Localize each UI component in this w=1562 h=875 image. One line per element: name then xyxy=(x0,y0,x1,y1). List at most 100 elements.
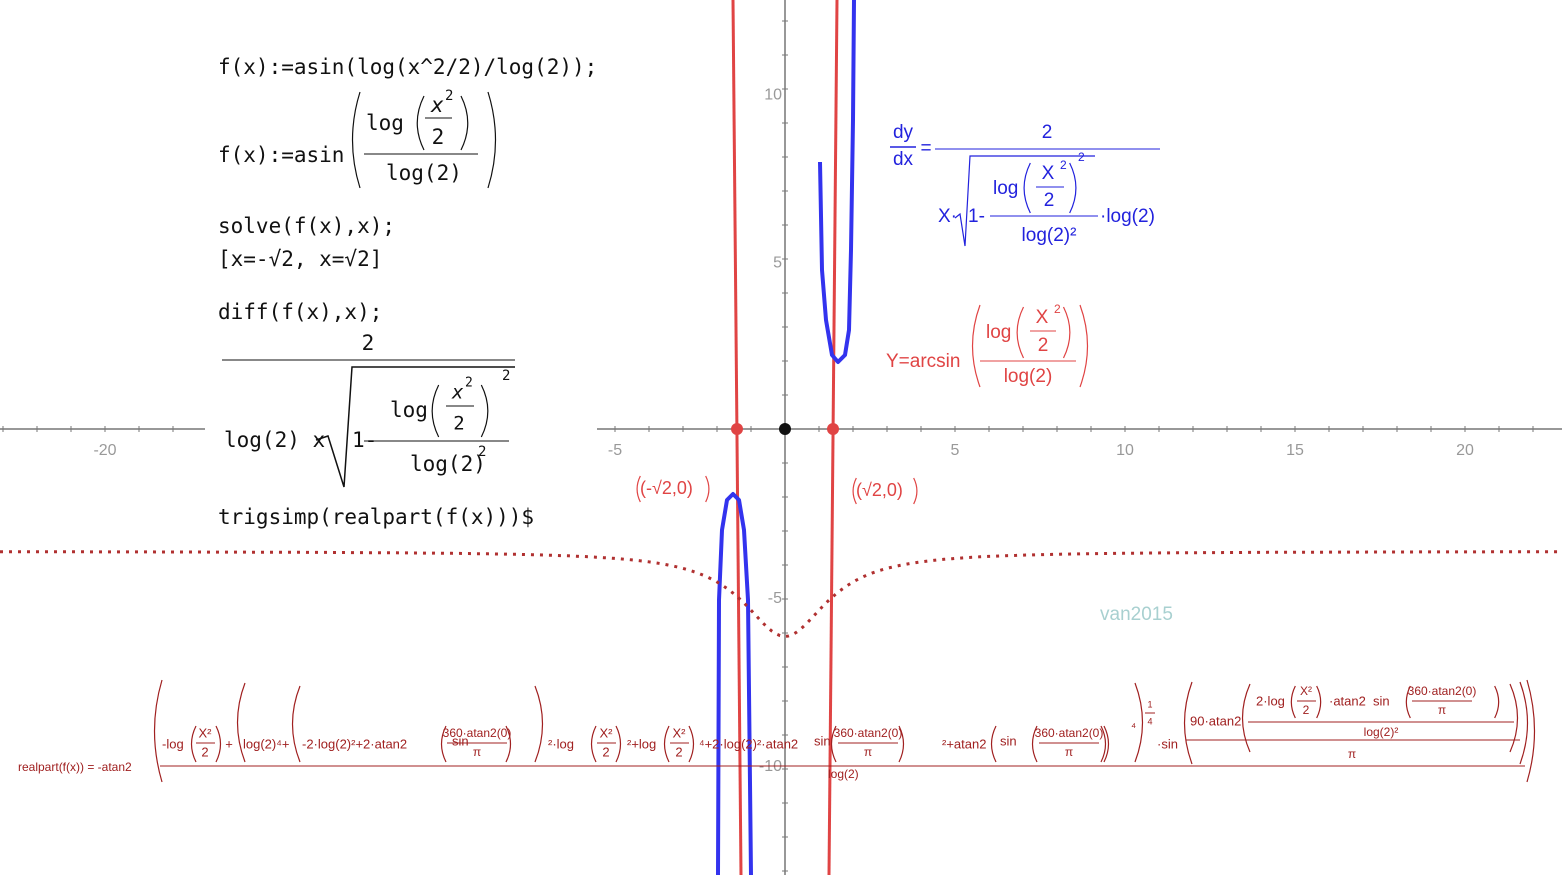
parenthesis xyxy=(505,725,512,763)
parenthesis xyxy=(291,685,301,763)
derivative-text: 1- xyxy=(968,206,985,227)
parenthesis xyxy=(1134,682,1144,763)
console-text: 1- xyxy=(352,428,377,452)
parenthesis xyxy=(1031,725,1038,763)
realpart-formula-text: sin xyxy=(1373,693,1390,708)
derivative-text: = xyxy=(920,138,931,159)
realpart-formula-text: log(2)² xyxy=(1364,725,1399,739)
parenthesis xyxy=(1316,685,1322,719)
function-label-text: 2 xyxy=(1038,335,1049,356)
console-text: 2 xyxy=(502,368,510,384)
realpart-formula-text: log(2)⁴+ xyxy=(243,736,289,751)
parenthesis xyxy=(615,725,622,763)
point-label: (√2,0) xyxy=(856,480,903,500)
derivative-text: 2 xyxy=(1044,190,1055,211)
parenthesis xyxy=(487,91,497,189)
x-tick-label: 15 xyxy=(1286,442,1304,459)
red-curve xyxy=(731,0,743,875)
parenthesis xyxy=(190,725,197,763)
x-tick-label: -5 xyxy=(608,442,622,459)
radical xyxy=(954,155,1095,247)
parenthesis xyxy=(1241,683,1251,753)
realpart-formula-text: 360·atan2(0) xyxy=(1035,726,1104,740)
function-label-text: log(2) xyxy=(1004,366,1053,387)
realpart-formula-text: realpart(f(x)) = -atan2 xyxy=(18,760,132,774)
realpart-formula-text: 360·atan2(0) xyxy=(834,726,903,740)
point-label: (-√2,0) xyxy=(640,478,693,498)
console-text: solve(f(x),x); xyxy=(218,214,395,238)
console-text: f(x):=asin xyxy=(218,143,344,167)
derivative-text: ·log(2) xyxy=(1100,206,1155,227)
function-label-text: Y=arcsin xyxy=(886,351,960,372)
realpart-formula-text: ²+atan2 xyxy=(942,736,986,751)
realpart-formula-text: log(2) xyxy=(828,767,859,781)
console-text: 2 xyxy=(465,376,473,391)
parenthesis xyxy=(971,304,981,388)
parenthesis xyxy=(705,475,710,503)
realpart-formula-text: sin xyxy=(814,733,831,748)
derivative-text: dx xyxy=(893,149,914,170)
point xyxy=(779,423,791,435)
function-label-text: 2 xyxy=(1054,302,1061,316)
derivative-text: X· xyxy=(938,206,957,227)
realpart-formula-text: ⁴ xyxy=(1131,720,1136,734)
parenthesis xyxy=(590,725,597,763)
derivative-text: X xyxy=(1042,163,1055,184)
console-text: log(2) xyxy=(386,161,462,185)
x-tick-label: -20 xyxy=(93,442,116,459)
point xyxy=(827,423,839,435)
parenthesis xyxy=(1023,162,1031,214)
parenthesis xyxy=(1519,681,1529,765)
realpart-formula-text: 4 xyxy=(1147,716,1152,726)
parenthesis xyxy=(1494,685,1500,719)
realpart-formula-text: + xyxy=(225,736,233,751)
derivative-text: log xyxy=(993,178,1018,199)
parenthesis xyxy=(1183,681,1193,765)
parenthesis xyxy=(990,725,997,763)
realpart-formula-text: π xyxy=(1438,703,1446,717)
console-text: trigsimp(realpart(f(x)))$ xyxy=(218,505,534,529)
realpart-formula-text: ·atan2 xyxy=(1329,693,1366,708)
realpart-formula-text: π xyxy=(1348,747,1356,761)
parenthesis xyxy=(1509,683,1519,753)
parenthesis xyxy=(663,725,670,763)
derivative-text: dy xyxy=(893,122,914,143)
parenthesis xyxy=(1079,304,1089,388)
x-tick-label: 5 xyxy=(951,442,960,459)
realpart-formula-text: 360·atan2(0) xyxy=(443,726,512,740)
dotted-curve xyxy=(0,550,1560,638)
x-tick-label: 20 xyxy=(1456,442,1474,459)
realpart-formula-text: 360·atan2(0) xyxy=(1408,684,1477,698)
y-tick-label: -5 xyxy=(768,590,782,607)
console-text: 2 xyxy=(453,413,464,435)
y-tick-label: -10 xyxy=(759,758,782,775)
parenthesis xyxy=(852,477,857,505)
parenthesis xyxy=(460,95,469,151)
realpart-formula-text: X² xyxy=(199,725,213,740)
realpart-formula-text: 2 xyxy=(201,744,208,759)
parenthesis xyxy=(416,95,425,151)
blue-curve xyxy=(716,492,753,875)
realpart-formula-text: 2·log xyxy=(1256,693,1285,708)
realpart-formula-text: X² xyxy=(673,725,687,740)
derivative-text: 2 xyxy=(1060,158,1067,172)
console-text: 2 xyxy=(478,444,486,460)
console-text: x xyxy=(430,93,444,117)
realpart-formula-text: ·sin xyxy=(1157,736,1178,751)
point xyxy=(731,423,743,435)
console-text: diff(f(x),x); xyxy=(218,300,382,324)
realpart-formula-text: 1 xyxy=(1147,699,1152,709)
realpart-formula-text: X² xyxy=(1300,684,1312,698)
console-text: log(2) xyxy=(410,452,486,476)
parenthesis xyxy=(534,685,544,763)
parenthesis xyxy=(830,725,837,763)
realpart-formula-text: π xyxy=(473,745,481,759)
parenthesis xyxy=(1526,679,1536,783)
console-text: log(2) x xyxy=(224,428,325,452)
console-text: x xyxy=(451,382,464,404)
parenthesis xyxy=(913,477,918,505)
realpart-formula-text: sin xyxy=(1000,733,1017,748)
parenthesis xyxy=(431,384,440,438)
function-label-text: log xyxy=(986,322,1011,343)
